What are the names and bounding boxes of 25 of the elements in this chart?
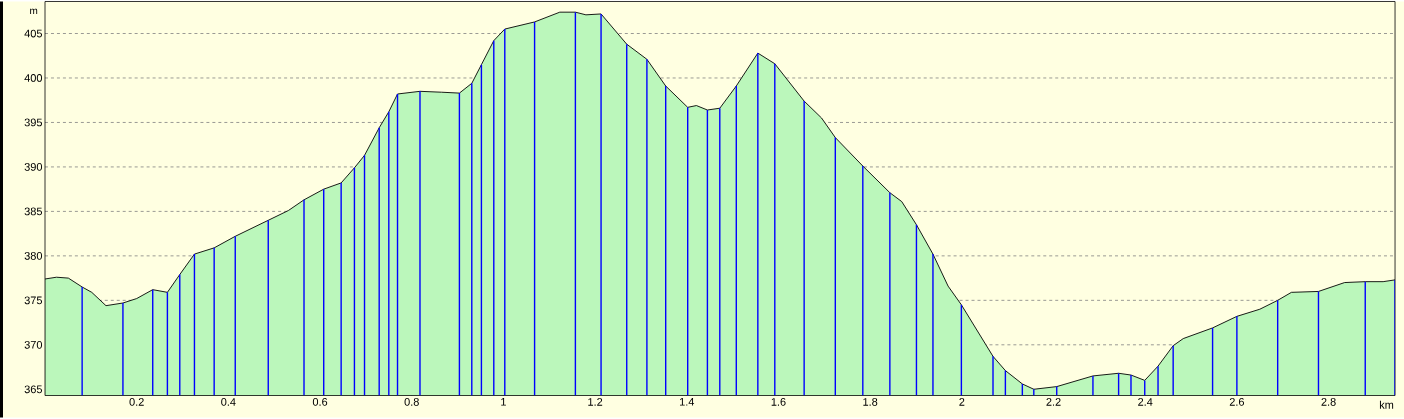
y-tick-label: 370 [24, 340, 43, 349]
x-tick-label: 2.8 [1321, 398, 1336, 406]
x-tick-label: 1.2 [588, 398, 603, 406]
x-tick-label: 1.8 [863, 398, 878, 406]
y-tick-label: 405 [24, 29, 43, 38]
y-axis-title: m [30, 8, 38, 15]
y-tick-label: 400 [24, 74, 43, 82]
x-tick-label: 1.4 [679, 398, 695, 406]
y-tick-label: 390 [24, 163, 43, 171]
y-tick-label: 375 [24, 296, 43, 305]
x-tick-label: 2.6 [1229, 398, 1245, 406]
x-tick-label: 0.2 [129, 398, 144, 406]
y-tick-label: 365 [24, 385, 43, 394]
x-tick-label: 0.4 [221, 398, 236, 406]
x-axis-title: km [1379, 400, 1394, 409]
x-tick-label: 1.6 [771, 398, 786, 406]
x-tick-label: 2.2 [1046, 398, 1061, 406]
y-tick-label: 385 [24, 207, 43, 216]
x-tick-label: 2.4 [1138, 398, 1153, 406]
x-tick-label: 0.8 [404, 398, 419, 406]
x-tick-label: 2 [959, 398, 965, 406]
y-tick-label: 395 [24, 118, 43, 127]
y-tick-label: 380 [24, 252, 43, 260]
x-tick-label: 1 [501, 398, 506, 406]
x-tick-label: 0.6 [312, 398, 328, 406]
